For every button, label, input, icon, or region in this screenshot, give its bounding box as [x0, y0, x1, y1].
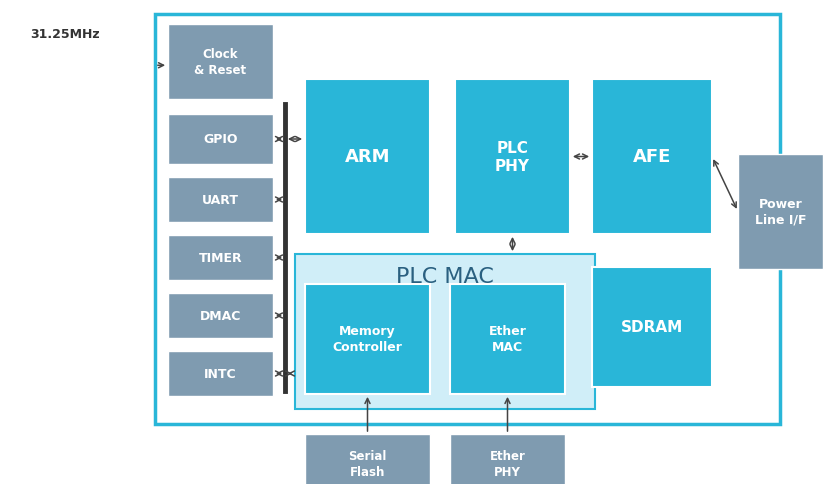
Text: 31.25MHz: 31.25MHz [30, 29, 100, 42]
Bar [305, 80, 430, 235]
Text: AFE: AFE [633, 148, 671, 166]
Text: Ether
MAC: Ether MAC [489, 325, 527, 354]
Bar [738, 155, 823, 270]
Text: PLC
PHY: PLC PHY [495, 140, 530, 174]
Text: ARM: ARM [344, 148, 391, 166]
Text: SDRAM: SDRAM [621, 320, 683, 335]
Text: Memory
Controller: Memory Controller [333, 325, 402, 354]
Text: TIMER: TIMER [199, 252, 242, 264]
Bar [168, 25, 273, 100]
Text: GPIO: GPIO [203, 133, 238, 146]
Bar [592, 80, 712, 235]
Text: PLC MAC: PLC MAC [396, 267, 494, 287]
Text: DMAC: DMAC [200, 309, 241, 322]
Bar [455, 80, 570, 235]
Text: Ether
PHY: Ether PHY [490, 450, 526, 479]
Bar [450, 434, 565, 484]
Bar [168, 236, 273, 280]
Bar [295, 255, 595, 409]
Bar [168, 293, 273, 338]
Text: UART: UART [202, 194, 239, 207]
Text: Clock
& Reset: Clock & Reset [194, 48, 247, 77]
Text: Serial
Flash: Serial Flash [349, 450, 386, 479]
Bar [305, 434, 430, 484]
Bar [155, 15, 780, 424]
Bar [168, 351, 273, 396]
Text: INTC: INTC [204, 367, 237, 380]
Bar [168, 178, 273, 223]
Bar [450, 285, 565, 394]
Bar [168, 115, 273, 165]
Text: Power
Line I/F: Power Line I/F [755, 197, 806, 227]
Bar [305, 285, 430, 394]
Bar [592, 268, 712, 387]
